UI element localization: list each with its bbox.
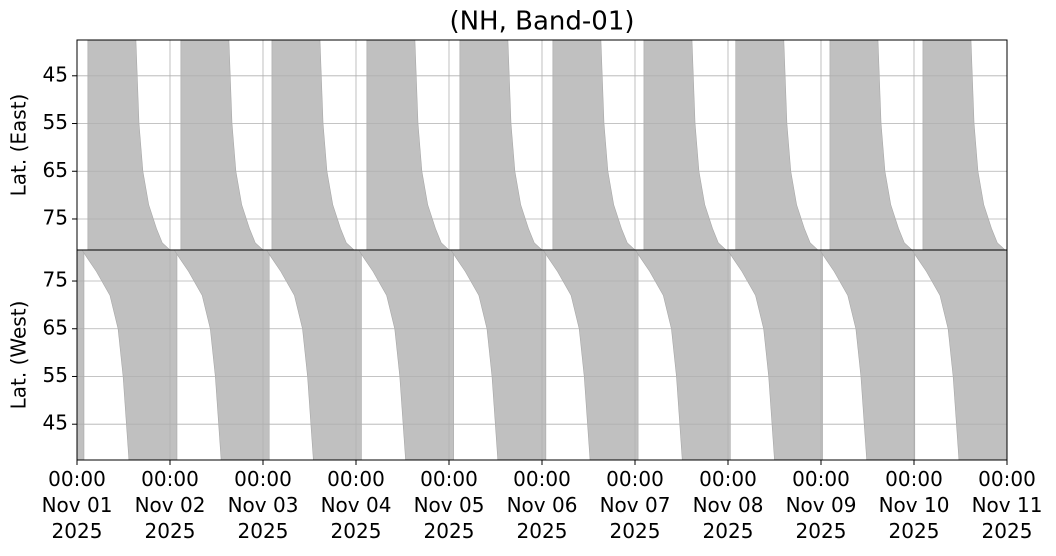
coverage-band <box>552 40 636 250</box>
y-tick-label: 55 <box>43 110 68 134</box>
coverage-band <box>366 40 450 250</box>
coverage-band <box>77 250 85 460</box>
y-tick-label: 65 <box>43 315 68 339</box>
coverage-band <box>459 40 543 250</box>
y-tick-label: 55 <box>43 363 68 387</box>
coverage-band <box>635 250 731 460</box>
x-tick-label: 00:00 Nov 01 2025 <box>41 467 113 543</box>
x-tick-label: 00:00 Nov 11 2025 <box>971 467 1043 543</box>
y-tick-label: 75 <box>43 205 68 229</box>
coverage-band <box>735 40 819 250</box>
coverage-band <box>271 40 355 250</box>
x-tick-label: 00:00 Nov 05 2025 <box>413 467 485 543</box>
plot-area <box>77 250 1007 460</box>
plot-area <box>87 40 1006 250</box>
coverage-band <box>81 250 178 460</box>
coverage-band <box>922 40 1006 250</box>
coverage-band <box>450 250 547 460</box>
coverage-band <box>358 250 454 460</box>
x-tick-label: 00:00 Nov 10 2025 <box>878 467 950 543</box>
x-tick-label: 00:00 Nov 06 2025 <box>506 467 578 543</box>
y-axis-label: Lat. (West) <box>7 301 31 410</box>
y-tick-label: 75 <box>43 268 68 292</box>
coverage-band <box>87 40 171 250</box>
x-tick-label: 00:00 Nov 07 2025 <box>599 467 671 543</box>
coverage-band <box>173 250 270 460</box>
coverage-band <box>266 250 362 460</box>
x-tick-label: 00:00 Nov 03 2025 <box>227 467 299 543</box>
coverage-band <box>727 250 823 460</box>
x-tick-label: 00:00 Nov 02 2025 <box>134 467 206 543</box>
coverage-band <box>180 40 264 250</box>
coverage-band <box>819 250 916 460</box>
coverage-band <box>829 40 913 250</box>
chart-title: (NH, Band-01) <box>449 7 634 37</box>
x-tick-label: 00:00 Nov 04 2025 <box>320 467 392 543</box>
coverage-band <box>911 250 1007 460</box>
coverage-band <box>542 250 639 460</box>
y-tick-label: 45 <box>43 62 68 86</box>
x-tick-label: 00:00 Nov 08 2025 <box>692 467 764 543</box>
y-tick-label: 65 <box>43 158 68 182</box>
y-tick-label: 45 <box>43 411 68 435</box>
coverage-band <box>643 40 727 250</box>
x-tick-label: 00:00 Nov 09 2025 <box>785 467 857 543</box>
y-axis-label: Lat. (East) <box>7 94 31 197</box>
